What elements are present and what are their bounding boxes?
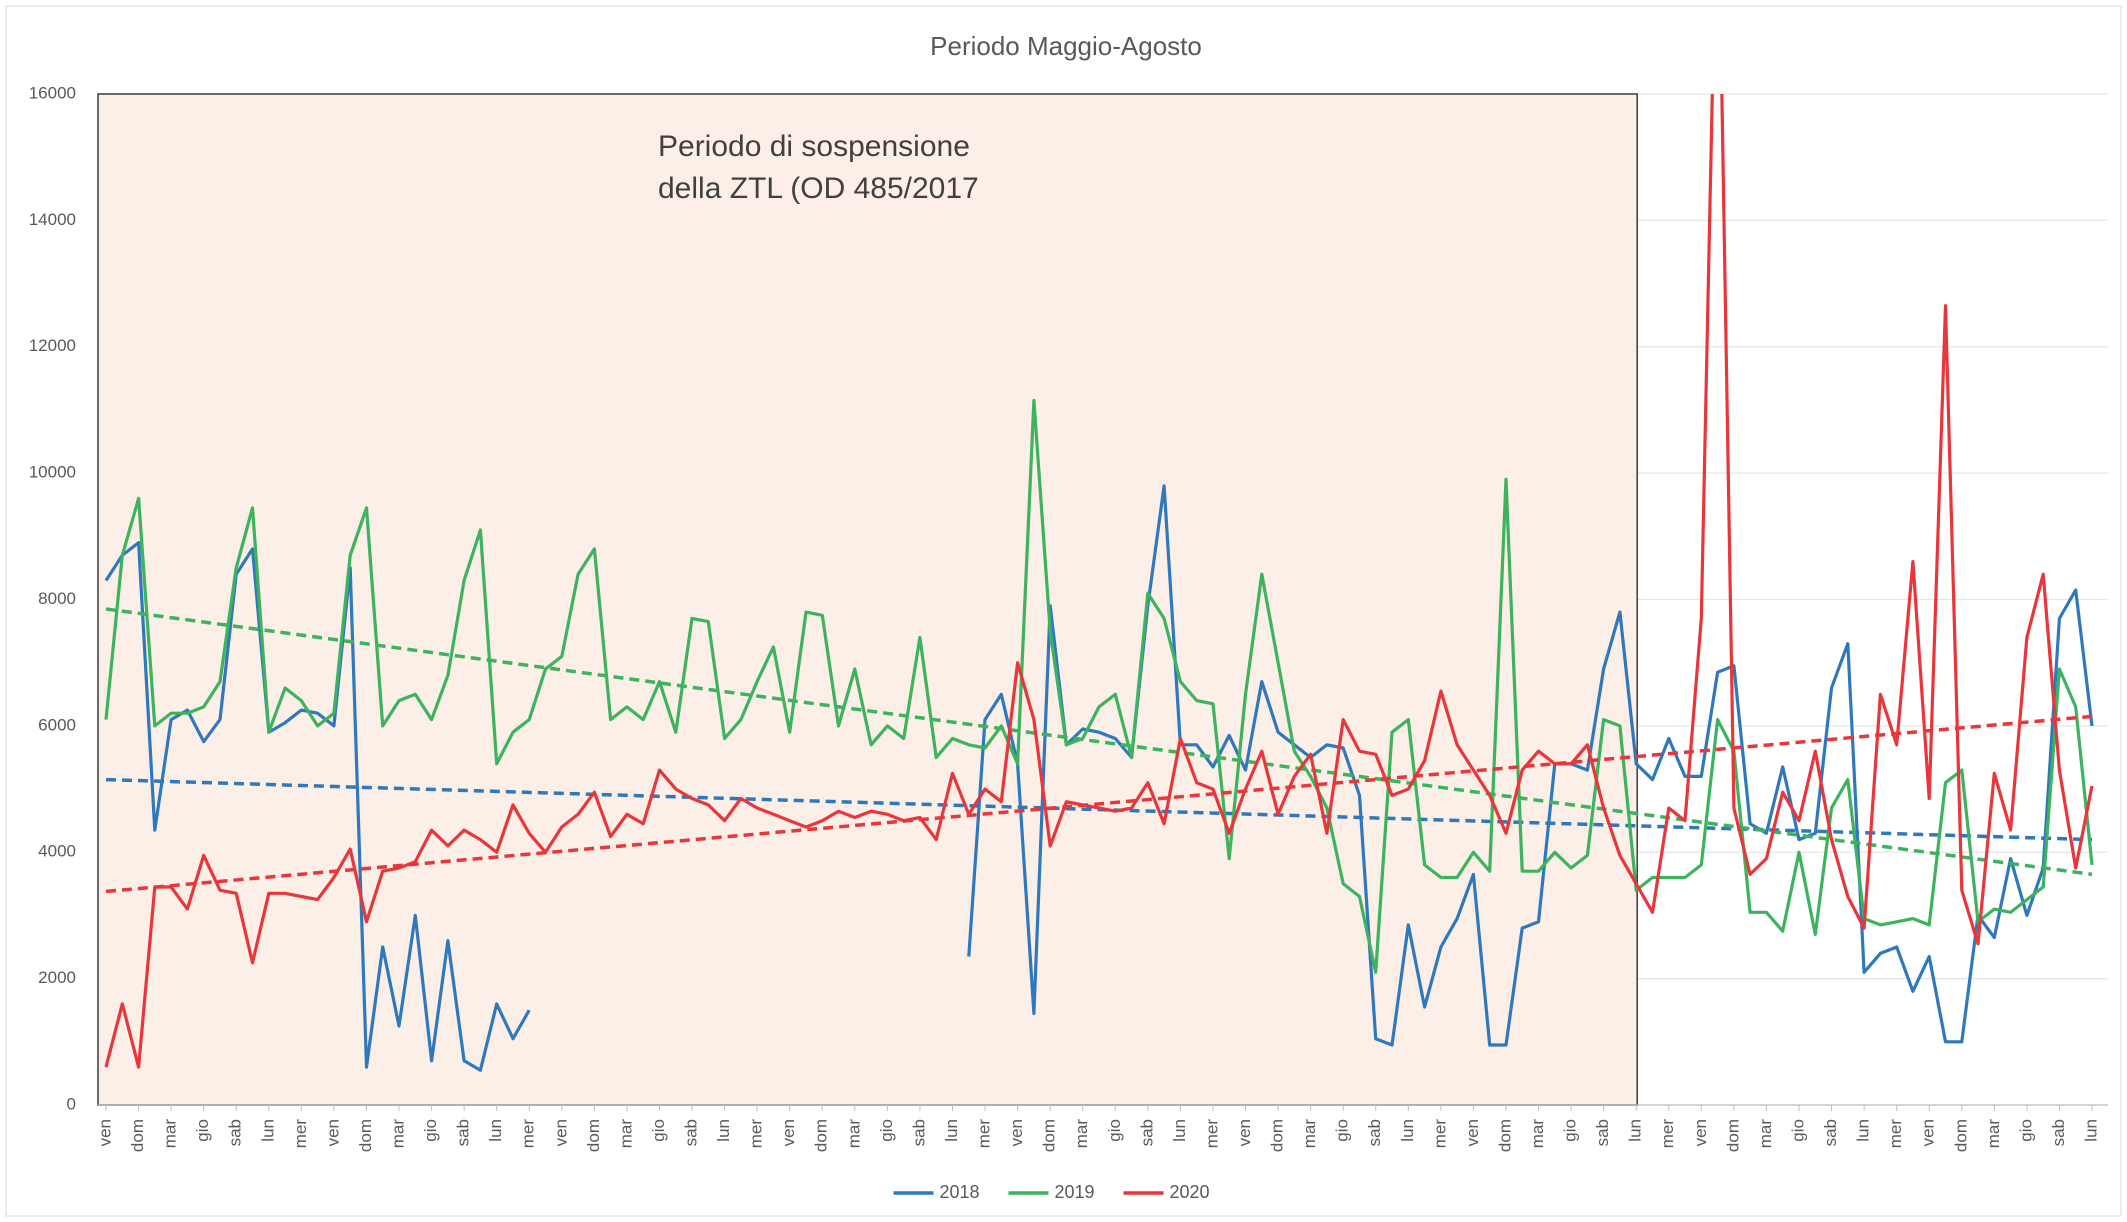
x-tick-label: mar: [1072, 1119, 1091, 1149]
x-tick-label: mer: [291, 1119, 310, 1149]
x-tick-label: lun: [486, 1119, 505, 1142]
x-tick-label: mer: [975, 1119, 994, 1149]
y-tick-label: 8000: [38, 589, 76, 608]
x-tick-label: ven: [1919, 1119, 1938, 1146]
x-tick-label: sab: [454, 1119, 473, 1146]
series-line: [104, 484, 2094, 1072]
x-tick-label: gio: [2016, 1119, 2035, 1142]
series-line: [104, 398, 2094, 974]
x-tick-label: ven: [779, 1119, 798, 1146]
x-tick-label: mar: [1300, 1119, 1319, 1149]
x-tick-label: mar: [161, 1119, 180, 1149]
x-tick-label: dom: [128, 1119, 147, 1152]
x-tick-label: dom: [1268, 1119, 1287, 1152]
x-tick-label: gio: [421, 1119, 440, 1142]
x-tick-label: gio: [1788, 1119, 1807, 1142]
x-tick-label: dom: [812, 1119, 831, 1152]
x-tick-label: dom: [1723, 1119, 1742, 1152]
x-tick-label: ven: [1007, 1119, 1026, 1146]
chart-title: Periodo Maggio-Agosto: [930, 31, 1202, 61]
x-tick-label: dom: [1495, 1119, 1514, 1152]
x-tick-label: ven: [1235, 1119, 1254, 1146]
x-tick-label: mer: [747, 1119, 766, 1149]
x-tick-label: lun: [258, 1119, 277, 1142]
x-tick-label: gio: [877, 1119, 896, 1142]
x-tick-label: mar: [1984, 1119, 2003, 1149]
y-tick-label: 4000: [38, 842, 76, 861]
x-tick-label: gio: [1561, 1119, 1580, 1142]
x-tick-label: dom: [1040, 1119, 1059, 1152]
x-tick-label: sab: [909, 1119, 928, 1146]
x-tick-label: lun: [942, 1119, 961, 1142]
series-line: [104, 94, 2094, 1069]
x-tick-label: mar: [1756, 1119, 1775, 1149]
x-tick-label: mer: [1430, 1119, 1449, 1149]
x-tick-label: mer: [1202, 1119, 1221, 1149]
trend-line: [105, 714, 2093, 894]
y-tick-label: 16000: [29, 83, 76, 102]
x-tick-label: mer: [1886, 1119, 1905, 1149]
plot-area: [104, 94, 2094, 1072]
legend-label: 2018: [940, 1182, 980, 1202]
x-tick-label: lun: [1170, 1119, 1189, 1142]
y-tick-label: 10000: [29, 463, 76, 482]
y-tick-label: 6000: [38, 715, 76, 734]
x-tick-label: mer: [1658, 1119, 1677, 1149]
highlight-rect: [97, 93, 1638, 1106]
x-tick-label: lun: [1398, 1119, 1417, 1142]
x-tick-label: dom: [1951, 1119, 1970, 1152]
x-tick-label: lun: [1854, 1119, 1873, 1142]
x-tick-label: mar: [616, 1119, 635, 1149]
annotation: della ZTL (OD 485/2017: [658, 172, 979, 205]
x-tick-label: gio: [649, 1119, 668, 1142]
x-tick-label: mar: [844, 1119, 863, 1149]
x-tick-label: gio: [193, 1119, 212, 1142]
legend: 2018 2019 2020: [893, 1182, 1210, 1202]
legend-label: 2020: [1170, 1182, 1210, 1202]
x-tick-label: sab: [2049, 1119, 2068, 1146]
annotation: Periodo di sospensione: [658, 130, 970, 163]
x-tick-label: ven: [95, 1119, 114, 1146]
x-tick-label: dom: [584, 1119, 603, 1152]
x-tick-label: ven: [1463, 1119, 1482, 1146]
highlight-area: Periodo di sospensione della ZTL (OD 485/…: [97, 93, 1638, 1106]
x-tick-label: sab: [1593, 1119, 1612, 1146]
x-tick-label: lun: [2081, 1119, 2100, 1142]
y-tick-label: 2000: [38, 968, 76, 987]
x-tick-label: dom: [356, 1119, 375, 1152]
x-tick-label: sab: [1137, 1119, 1156, 1146]
trend-line: [105, 607, 2093, 877]
x-tick-label: sab: [226, 1119, 245, 1146]
x-tick-label: lun: [714, 1119, 733, 1142]
x-tick-label: mar: [389, 1119, 408, 1149]
y-tick-label: 0: [67, 1094, 76, 1113]
x-tick-label: gio: [1333, 1119, 1352, 1142]
axes: 0 2000 4000 6000 8000 10000 12000 14000 16000 ven…: [29, 83, 2108, 1152]
x-tick-label: mer: [519, 1119, 538, 1149]
y-tick-label: 12000: [29, 336, 76, 355]
legend-label: 2019: [1055, 1182, 1095, 1202]
x-tick-label: lun: [1626, 1119, 1645, 1142]
x-tick-label: sab: [682, 1119, 701, 1146]
x-tick-label: sab: [1821, 1119, 1840, 1146]
x-tick-label: ven: [323, 1119, 342, 1146]
x-tick-label: gio: [1105, 1119, 1124, 1142]
x-tick-label: mar: [1528, 1119, 1547, 1149]
x-tick-label: ven: [1691, 1119, 1710, 1146]
y-tick-label: 14000: [29, 210, 76, 229]
x-tick-label: ven: [551, 1119, 570, 1146]
x-tick-label: sab: [1365, 1119, 1384, 1146]
